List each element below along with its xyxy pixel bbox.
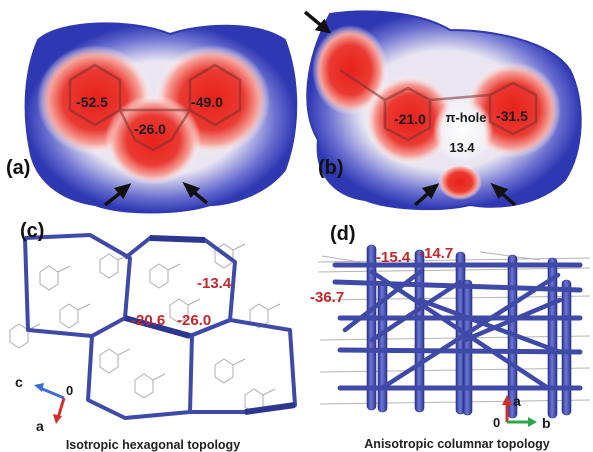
- red-region-center-a: [105, 95, 201, 185]
- axis-indicator-d: a 0 b: [493, 393, 551, 431]
- red-region-top-left-b: [312, 25, 388, 115]
- energy-label-d-2: -14.7: [419, 245, 453, 262]
- crystal-molecules-c: [9, 243, 281, 414]
- esp-value-b-left: -21.0: [394, 111, 426, 127]
- panel-label-b: (b): [318, 157, 344, 179]
- columnar-framework-diagonals: [342, 269, 563, 391]
- axis-origin-d: 0: [493, 415, 500, 430]
- molecule-skeleton-b: [339, 68, 538, 142]
- esp-value-a-center: -26.0: [134, 121, 166, 137]
- crystal-molecules-d: [317, 251, 591, 405]
- pi-hole-region-b: [433, 98, 493, 162]
- esp-value-a-left: -52.5: [76, 94, 108, 110]
- columnar-framework-columns: [366, 244, 572, 419]
- pi-hole-label: π-hole: [445, 110, 486, 125]
- esp-value-a-right: -49.0: [191, 94, 223, 110]
- panel-label-d: (d): [330, 223, 356, 245]
- molecule-skeleton-a: [68, 63, 242, 152]
- panel-label-c: (c): [20, 220, 44, 242]
- panel-d: (d) -15.4 -14.7 -36.7 a 0 b Anisotropic …: [310, 223, 591, 451]
- arrow-icon: [103, 181, 209, 207]
- energy-label-d-1: -15.4: [376, 249, 411, 266]
- energy-label-d-3: -36.7: [310, 289, 344, 306]
- energy-label-c-2: -20.6: [131, 312, 165, 329]
- caption-d: Anisotropic columnar topology: [364, 437, 549, 451]
- panel-c: (c) -13.4 -20.6 -26.0 c 0 a Isotropic he…: [9, 220, 297, 452]
- panel-b: (b) -21.0 -31.5 π-hole 13.4: [303, 10, 582, 211]
- axis-label-a-d: a: [513, 393, 521, 409]
- energy-label-c-3: -26.0: [177, 312, 211, 329]
- hexagonal-framework-thick: [124, 235, 296, 415]
- axis-origin-c: 0: [66, 383, 73, 398]
- axis-label-c: c: [15, 374, 23, 390]
- caption-c: Isotropic hexagonal topology: [66, 438, 240, 452]
- axis-label-b-d: b: [542, 415, 551, 431]
- energy-label-c-1: -13.4: [197, 275, 232, 292]
- arrow-icon: [303, 10, 517, 207]
- esp-value-b-right: -31.5: [496, 108, 528, 124]
- panel-label-a: (a): [6, 157, 30, 179]
- axis-label-a: a: [36, 418, 44, 434]
- esp-value-b-pi-hole: 13.4: [449, 140, 475, 155]
- panel-a: (a) -52.5 -49.0 -26.0: [6, 22, 298, 214]
- axis-indicator-c: c 0 a: [15, 374, 73, 434]
- red-region-bottom-b: [438, 164, 482, 200]
